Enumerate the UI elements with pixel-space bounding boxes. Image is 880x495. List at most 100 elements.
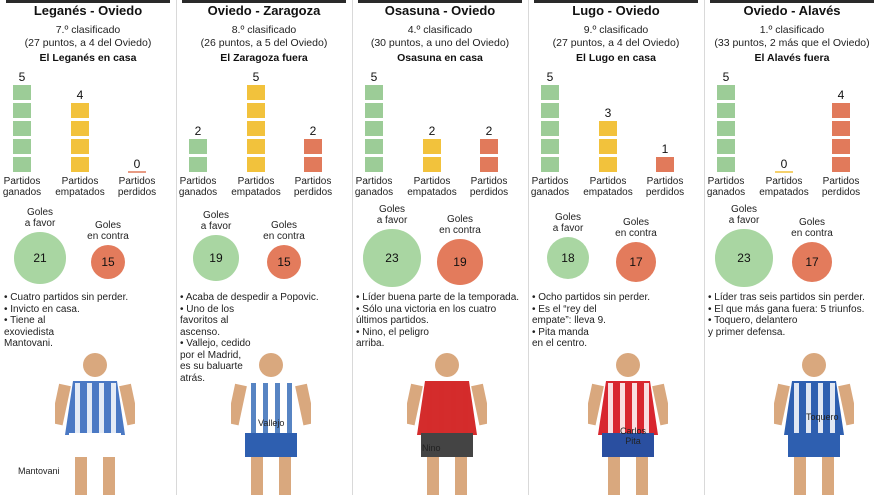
bar-value-label: 4 xyxy=(77,88,84,102)
goals-for-label: Goles a favor xyxy=(714,204,774,226)
match-panel: Lugo - Oviedo 9.º clasificado (27 puntos, … xyxy=(528,0,704,495)
results-bar-chart: 5Partidosganados0Partidosempatados4Parti… xyxy=(707,70,860,198)
bar-segment xyxy=(599,139,617,154)
category-label: ganados xyxy=(3,187,41,198)
notes-list: • Cuatro partidos sin perder. • Invicto e… xyxy=(4,292,174,350)
category-label: empatados xyxy=(407,187,456,198)
match-title: Lugo - Oviedo xyxy=(572,3,660,18)
bar-segment xyxy=(247,157,265,172)
bar-value-label: 0 xyxy=(781,157,788,171)
bar-segment xyxy=(71,103,89,118)
note-line: • Líder buena parte de la temporada. xyxy=(356,292,520,303)
player-arm xyxy=(471,383,487,426)
match-title: Osasuna - Oviedo xyxy=(384,3,496,18)
player-photo xyxy=(407,353,487,495)
goals-for-circle: 21 xyxy=(14,232,66,284)
match-panel: Leganés - Oviedo 7.º clasificado (27 punto… xyxy=(0,0,176,495)
shirt-stripe xyxy=(608,383,613,433)
player-arm xyxy=(588,383,604,426)
note-line: y primer defensa. xyxy=(708,326,786,338)
goals-for-label: Goles a favor xyxy=(10,207,70,229)
goals-for-label-line: Goles xyxy=(378,204,406,216)
category-label: Partidos xyxy=(180,176,217,187)
bar-segment xyxy=(247,139,265,154)
player-shorts xyxy=(788,433,840,457)
category-label: Partidos xyxy=(471,176,508,187)
title-bar xyxy=(358,0,522,24)
bar-segment xyxy=(480,157,498,172)
bar-segment xyxy=(541,85,559,100)
bar-value-label: 1 xyxy=(662,142,669,156)
note-line: empate”: lleva 9. xyxy=(532,315,606,326)
note-line: Mantovani. xyxy=(4,338,53,349)
category-label: Partidos xyxy=(295,176,332,187)
goals-against-circle: 17 xyxy=(616,242,656,282)
panel-divider xyxy=(352,0,353,495)
notes-list: • Líder buena parte de la temporada. • Só… xyxy=(356,292,526,350)
bar-value-label: 2 xyxy=(429,124,436,138)
bar-value-label: 2 xyxy=(310,124,317,138)
bar-segment xyxy=(423,139,441,154)
notes-list: • Líder tras seis partidos sin perder. • … xyxy=(708,292,878,338)
shirt-stripe xyxy=(111,383,116,433)
goals-against-label-line: Goles xyxy=(622,217,650,229)
note-line: • El que más gana fuera: 5 triunfos. xyxy=(708,303,865,315)
bar-segment xyxy=(541,121,559,136)
category-label: Partidos xyxy=(590,176,627,187)
bar-segment xyxy=(541,139,559,154)
shirt-stripe xyxy=(439,383,444,433)
bar-segment xyxy=(599,157,617,172)
player-arm xyxy=(838,383,854,426)
goals-against-label-line: en contra xyxy=(791,228,833,240)
category-label: perdidos xyxy=(470,187,508,198)
player-name-label: Mantovani xyxy=(18,466,60,476)
player-arm xyxy=(407,383,423,426)
bar-value-label: 2 xyxy=(195,124,202,138)
shirt-stripe xyxy=(794,383,799,433)
bar-segment xyxy=(717,157,735,172)
player-shorts xyxy=(421,433,473,457)
bar-segment xyxy=(832,139,850,154)
note-line: • Sólo una victoria en los cuatro xyxy=(356,303,497,315)
goals-against-label: Goles en contra xyxy=(782,217,842,239)
player-name-label: Vallejo xyxy=(258,418,284,428)
goals-against-label-line: Goles xyxy=(798,217,826,229)
shirt-stripe xyxy=(830,383,835,433)
goals-for-label-line: Goles xyxy=(202,210,230,222)
category-label: perdidos xyxy=(646,187,684,198)
panel-divider xyxy=(704,0,705,495)
bar-segment xyxy=(71,139,89,154)
shirt-stripe xyxy=(644,383,649,433)
bar-value-label: 5 xyxy=(723,70,730,84)
category-label: Partidos xyxy=(119,176,156,187)
bar-segment xyxy=(365,103,383,118)
category-label: Partidos xyxy=(62,176,99,187)
note-line: • Tiene al xyxy=(4,315,46,326)
bar-segment xyxy=(717,139,735,154)
bar-value-label: 5 xyxy=(253,70,260,84)
bar-segment xyxy=(832,103,850,118)
shirt-stripe xyxy=(99,383,104,433)
note-line: en el centro. xyxy=(532,338,588,349)
bar-segment xyxy=(304,157,322,172)
points-info: (27 puntos, a 4 del Oviedo) xyxy=(24,37,152,49)
bar-value-label: 3 xyxy=(605,106,612,120)
venue-label: El Zaragoza fuera xyxy=(220,52,308,64)
player-shorts xyxy=(69,433,121,457)
goals-against-circle: 15 xyxy=(91,245,125,279)
goals-for-circle: 19 xyxy=(193,235,239,281)
bar-segment xyxy=(13,121,31,136)
player-photo xyxy=(774,353,854,495)
note-line: favoritos al xyxy=(180,315,229,326)
results-bar-chart: 5Partidosganados2Partidosempatados2Parti… xyxy=(355,70,508,198)
note-line: es su baluarte xyxy=(180,361,243,372)
note-line: • Toquero, delantero xyxy=(708,315,798,326)
player-leg xyxy=(103,457,115,495)
match-panel: Osasuna - Oviedo 4.º clasificado (30 punto… xyxy=(352,0,528,495)
goals-against-circle: 19 xyxy=(437,239,483,285)
